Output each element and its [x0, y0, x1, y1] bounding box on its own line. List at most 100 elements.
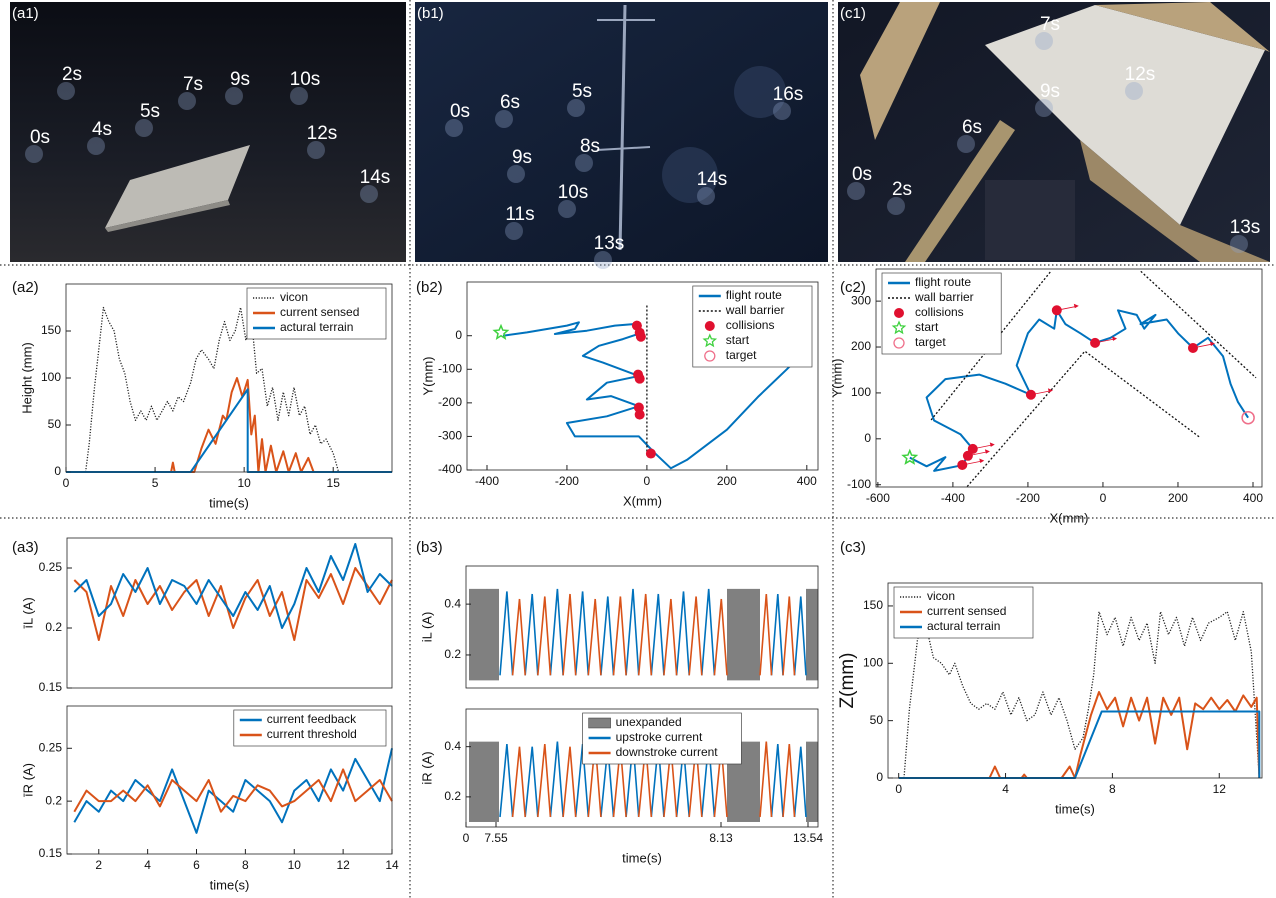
time-label: 7s — [183, 74, 203, 95]
legend-swatch — [894, 308, 904, 318]
unexpanded-band — [806, 741, 818, 822]
y-tick-label: 150 — [41, 323, 61, 337]
wave-cycle — [537, 596, 552, 676]
y-tick-label: 0.2 — [45, 620, 62, 634]
time-label: 6s — [500, 92, 520, 113]
series-line — [73, 567, 393, 641]
y-tick-label: 200 — [851, 339, 871, 353]
time-label: 0s — [30, 127, 50, 148]
collision-arrow-head — [1112, 336, 1118, 341]
y-tick-label: 0 — [455, 328, 462, 342]
wave-cycle — [675, 591, 690, 676]
collision-marker — [1090, 337, 1101, 348]
y-tick-label: 0.25 — [39, 740, 63, 754]
y-tick-label: -100 — [438, 361, 462, 375]
x-axis-label: X(mm) — [1050, 510, 1089, 525]
robot — [1035, 99, 1053, 117]
legend-swatch — [702, 333, 718, 348]
x-axis-label: time(s) — [622, 850, 662, 865]
y-tick-label: 150 — [863, 598, 883, 612]
legend-label: current sensed — [927, 604, 1006, 618]
robot — [178, 92, 196, 110]
x-tick-label: 12 — [1213, 782, 1227, 796]
wave-cycle — [688, 596, 703, 676]
time-label: 12s — [1125, 64, 1156, 85]
x-tick-label: 0 — [63, 476, 70, 490]
collision-arrow-head — [979, 458, 985, 463]
x-tick-label: 8 — [1109, 782, 1116, 796]
x-axis-label: time(s) — [1055, 801, 1095, 816]
start-marker — [492, 323, 510, 341]
legend-label: downstroke current — [616, 745, 719, 759]
x-tick-label: 10 — [288, 858, 302, 872]
x-tick-label: 0 — [895, 782, 902, 796]
legend-label: wall barrier — [725, 303, 785, 317]
robot — [225, 87, 243, 105]
photo-a1 — [10, 2, 406, 262]
y-tick-label: -300 — [438, 429, 462, 443]
robot — [567, 99, 585, 117]
legend-label: unexpanded — [616, 715, 682, 729]
axes-frame — [465, 708, 819, 828]
y-axis-label: Y(mm) — [420, 357, 435, 396]
wave-cycle — [499, 744, 514, 818]
time-label: 9s — [230, 69, 250, 90]
chart-panel: 0.15 0.2 0.25 2 4 6 8 10 12 14 time(s) īR (A) curren… — [20, 705, 399, 892]
wave-cycle — [511, 598, 526, 676]
axes-frame — [887, 582, 1263, 779]
unexpanded-band — [469, 741, 499, 822]
time-label: 16s — [773, 84, 804, 105]
collision-marker — [635, 331, 646, 342]
legend-label: target — [726, 348, 757, 362]
wave-cycle — [770, 593, 784, 676]
wave-cycle — [549, 588, 564, 676]
wave-cycle — [759, 741, 773, 818]
wave-cycle — [793, 746, 807, 818]
legend-box — [233, 709, 387, 747]
photo-c1 — [838, 2, 1270, 262]
y-tick-label: 100 — [863, 655, 883, 669]
time-label: 9s — [512, 147, 532, 168]
wave-cycle — [562, 593, 577, 676]
legend-label: actural terrain — [280, 320, 353, 334]
x-tick-label: 12 — [336, 858, 350, 872]
collision-marker — [1187, 342, 1198, 353]
wave-cycle — [524, 593, 539, 676]
axes-frame — [66, 705, 393, 855]
panel-label: (b3) — [416, 539, 443, 556]
y-tick-label: 300 — [851, 293, 871, 307]
legend-label: current feedback — [267, 712, 357, 726]
chart-panel: -400 -300 -200 -100 0 -400 -200 0 200 400 (b2) X(mm… — [416, 279, 819, 508]
time-label: 4s — [92, 119, 112, 140]
collision-marker — [1051, 305, 1062, 316]
panel-label: (c2) — [840, 279, 866, 296]
legend-label: wall barrier — [914, 290, 974, 304]
y-axis-label: Height (mm) — [19, 342, 34, 414]
x-tick-label: 0 — [644, 474, 651, 488]
robot — [1230, 235, 1248, 253]
x-axis-label: time(s) — [210, 877, 250, 892]
legend-label: current threshold — [267, 727, 357, 741]
y-tick-label: -100 — [847, 477, 871, 491]
y-axis-label: Z(mm) — [837, 653, 858, 709]
x-axis-label: time(s) — [209, 495, 249, 510]
legend-box — [246, 287, 387, 340]
wave-cycle — [793, 596, 807, 676]
chart-panel: 0.2 0.4 0 7.55 8.13 13.54 time(s) iR (A) unexpan… — [419, 708, 823, 865]
legend-label: current sensed — [280, 305, 359, 319]
time-label: 6s — [962, 117, 982, 138]
wave-cycle — [625, 588, 640, 676]
x-tick-label: 400 — [797, 474, 817, 488]
chart-panel: 0 50 100 150 0 4 8 12 (c3) time(s) Z(mm) viconcurre… — [837, 539, 1263, 816]
time-label: 11s — [505, 204, 534, 225]
photo-label: (a1) — [12, 5, 39, 22]
wave-cycle — [782, 596, 796, 676]
y-axis-label: īL (A) — [20, 597, 35, 628]
y-tick-label: 100 — [41, 370, 61, 384]
photo-b1 — [415, 2, 828, 262]
robot — [290, 87, 308, 105]
time-label: 5s — [140, 101, 160, 122]
